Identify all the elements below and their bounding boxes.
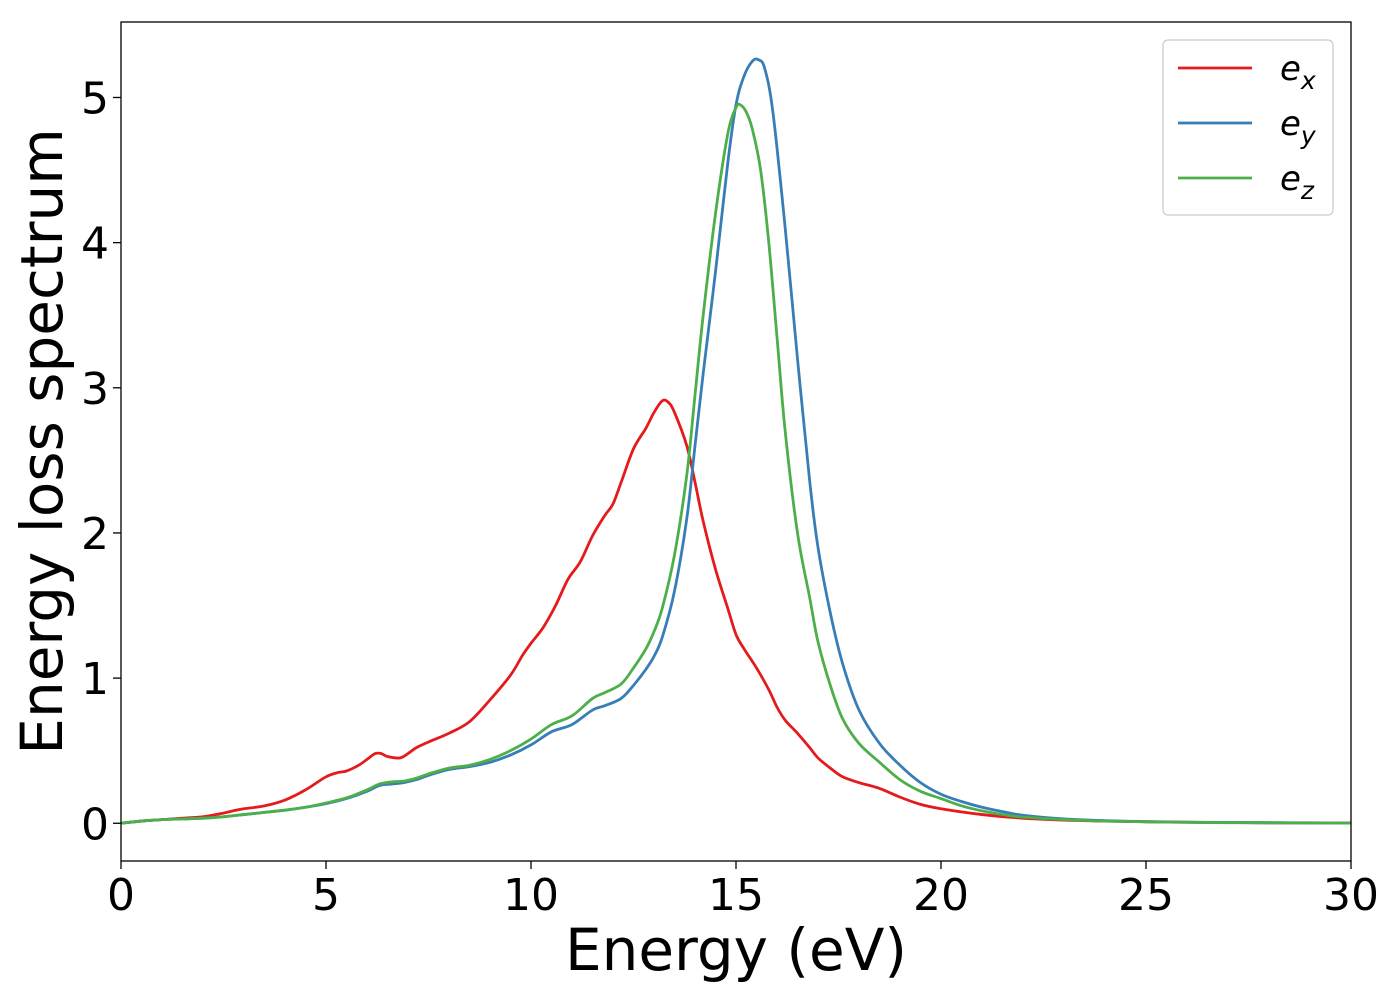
x-tick-label: 10	[503, 870, 559, 921]
y-axis-ticks: 0 1 2 3 4 5	[81, 73, 121, 850]
x-tick-label: 5	[312, 870, 340, 921]
series-line-e-x	[120, 398, 1352, 825]
x-tick-label: 20	[913, 870, 969, 921]
legend-label: ez	[1280, 159, 1315, 205]
x-axis-ticks: 0 5 10 15 20 25 30	[107, 861, 1379, 921]
x-tick-label: 25	[1118, 870, 1174, 921]
x-axis-title: Energy (eV)	[565, 916, 907, 984]
y-tick-label: 4	[81, 219, 109, 270]
y-tick-label: 0	[81, 799, 109, 850]
series-lines	[120, 57, 1352, 825]
legend-box	[1162, 39, 1334, 216]
x-tick-label: 30	[1323, 870, 1379, 921]
legend: ex ey ez	[1162, 39, 1334, 216]
legend-label: ey	[1280, 104, 1317, 150]
y-tick-label: 1	[81, 654, 109, 705]
x-tick-label: 15	[708, 870, 764, 921]
y-axis-title: Energy loss spectrum	[8, 128, 76, 754]
y-tick-label: 5	[81, 73, 109, 124]
series-line-e-z	[120, 102, 1352, 825]
y-tick-label: 3	[81, 364, 109, 415]
y-tick-label: 2	[81, 509, 109, 560]
legend-label: ex	[1280, 49, 1316, 95]
x-tick-label: 0	[107, 870, 135, 921]
